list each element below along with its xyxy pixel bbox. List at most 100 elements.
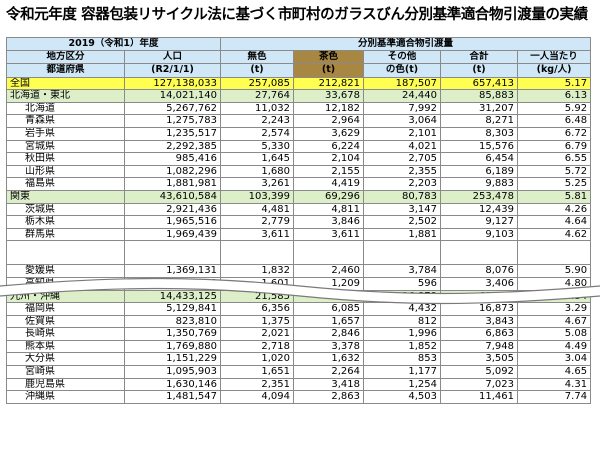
other-header-sub: の色(t) xyxy=(363,63,441,78)
clear-cell: 2,351 xyxy=(220,377,294,392)
brown-cell: 4,811 xyxy=(293,202,364,217)
clear-cell: 4,481 xyxy=(220,202,294,217)
other-cell: 187,507 xyxy=(363,76,441,91)
total-cell: 9,103 xyxy=(440,227,518,242)
table-row: 群馬県 1,969,439 3,611 3,611 1,881 9,103 4.62 xyxy=(6,227,592,242)
per-capita-cell: 3.04 xyxy=(516,352,592,367)
brown-cell: 6,224 xyxy=(293,139,364,154)
per-capita-cell: 5.17 xyxy=(516,76,592,91)
population-cell: 1,965,516 xyxy=(124,215,221,229)
total-cell: 6,189 xyxy=(440,164,518,179)
table-row: 大分県 1,151,229 1,020 1,632 853 3,505 3.04 xyxy=(6,352,592,367)
per-capita-cell: 5.08 xyxy=(516,327,592,341)
total-cell: 9,883 xyxy=(440,177,518,191)
name-cell: 宮崎県 xyxy=(6,365,125,379)
brown-cell: 2,846 xyxy=(293,327,364,341)
total-cell: 6,863 xyxy=(440,327,518,341)
population-cell: 14,433,125 xyxy=(124,289,221,304)
population-cell: 2,921,436 xyxy=(124,202,221,217)
clear-cell: 2,021 xyxy=(220,327,294,341)
population-header: 人口 xyxy=(124,49,221,65)
other-cell: 2,203 xyxy=(363,177,441,191)
population-cell: 985,416 xyxy=(124,152,221,166)
other-cell: 2,355 xyxy=(363,164,441,179)
name-cell: 全国 xyxy=(6,76,125,91)
name-cell: 関東 xyxy=(6,189,125,204)
other-cell: 1,852 xyxy=(363,339,441,354)
per-capita-cell: 5.81 xyxy=(516,189,592,204)
clear-cell: 2,779 xyxy=(220,215,294,229)
table-row: 宮崎県 1,095,903 1,651 2,264 1,177 5,092 4.65 xyxy=(6,365,592,379)
population-cell: 1,151,229 xyxy=(124,352,221,367)
clear-cell: 2,718 xyxy=(220,339,294,354)
name-cell: 沖縄県 xyxy=(6,390,125,404)
table-row: 山形県 1,082,296 1,680 2,155 2,355 6,189 5.72 xyxy=(6,164,592,179)
name-cell: 青森県 xyxy=(6,114,125,128)
clear-header: 無色 xyxy=(220,49,294,65)
table-row: 福島県 1,881,981 3,261 4,419 2,203 9,883 5.25 xyxy=(6,177,592,191)
per-capita-cell: 5.72 xyxy=(516,164,592,179)
other-cell: 1,177 xyxy=(363,365,441,379)
per-capita-cell: 4.26 xyxy=(516,202,592,217)
total-cell: 31,207 xyxy=(440,101,518,116)
shipment-table: 2019（令和1）年度 分別基準適合物引渡量 地方区分 人口 無色 茶色 その他… xyxy=(6,37,592,404)
table-break-wave xyxy=(0,277,600,305)
total-cell: 6,454 xyxy=(440,152,518,166)
page-title: 令和元年度 容器包装リサイクル法に基づく市町村のガラスびん分別基準適合物引渡量の… xyxy=(6,7,588,23)
table-row: 茨城県 2,921,436 4,481 4,811 3,147 12,439 4.26 xyxy=(6,202,592,217)
brown-cell: 1,632 xyxy=(293,352,364,367)
other-cell: 1,254 xyxy=(363,377,441,392)
clear-cell: 27,764 xyxy=(220,89,294,103)
table-row: 岩手県 1,235,517 2,574 3,629 2,101 8,303 6.72 xyxy=(6,126,592,141)
year-header: 2019（令和1）年度 xyxy=(6,37,221,51)
total-cell: 7,948 xyxy=(440,339,518,354)
brown-cell: 3,846 xyxy=(293,215,364,229)
name-cell: 北海道 xyxy=(6,101,125,116)
brown-cell: 1,657 xyxy=(293,314,364,329)
population-cell: 1,275,783 xyxy=(124,114,221,128)
per-capita-cell: 6.55 xyxy=(516,152,592,166)
clear-cell: 2,574 xyxy=(220,126,294,141)
brown-cell: 2,264 xyxy=(293,365,364,379)
population-cell: 2,292,385 xyxy=(124,139,221,154)
clear-cell: 5,330 xyxy=(220,139,294,154)
population-cell: 5,267,762 xyxy=(124,101,221,116)
total-cell: 253,478 xyxy=(440,189,518,204)
other-header: その他 xyxy=(363,49,441,65)
population-cell: 1,881,981 xyxy=(124,177,221,191)
population-cell: 1,969,439 xyxy=(124,227,221,242)
population-cell: 1,630,146 xyxy=(124,377,221,392)
clear-cell: 1,645 xyxy=(220,152,294,166)
per-capita-cell: 7.74 xyxy=(516,390,592,404)
table-row: 栃木県 1,965,516 2,779 3,846 2,502 9,127 4.64 xyxy=(6,215,592,229)
total-cell: 657,413 xyxy=(440,76,518,91)
other-cell: 80,783 xyxy=(363,189,441,204)
name-cell: 佐賀県 xyxy=(6,314,125,329)
table-row: 佐賀県 823,810 1,375 1,657 812 3,843 4.67 xyxy=(6,314,592,329)
total-cell: 3,505 xyxy=(440,352,518,367)
per-capita-cell: 6.48 xyxy=(516,114,592,128)
brown-cell: 3,611 xyxy=(293,227,364,242)
per-capita-cell: 4.62 xyxy=(516,227,592,242)
per-capita-cell: 4.49 xyxy=(516,339,592,354)
clear-cell: 3,261 xyxy=(220,177,294,191)
brown-cell: 2,863 xyxy=(293,390,364,404)
other-cell: 853 xyxy=(363,352,441,367)
per-capita-cell: 6.13 xyxy=(516,89,592,103)
clear-cell: 1,375 xyxy=(220,314,294,329)
table-row: 青森県 1,275,783 2,243 2,964 3,064 8,271 6.48 xyxy=(6,114,592,128)
clear-cell: 4,094 xyxy=(220,390,294,404)
group-header: 分別基準適合物引渡量 xyxy=(219,37,592,51)
brown-cell: 2,155 xyxy=(293,164,364,179)
population-cell: 1,095,903 xyxy=(124,365,221,379)
per-capita-cell: 5.92 xyxy=(516,101,592,116)
name-cell: 大分県 xyxy=(6,352,125,367)
name-cell: 熊本県 xyxy=(6,339,125,354)
name-cell: 鹿児島県 xyxy=(6,377,125,392)
total-cell: 85,883 xyxy=(440,89,518,103)
brown-cell: 212,821 xyxy=(293,76,364,91)
per-capita-cell: 5.25 xyxy=(516,177,592,191)
population-cell: 14,021,140 xyxy=(124,89,221,103)
clear-cell: 1,680 xyxy=(220,164,294,179)
name-cell: 山形県 xyxy=(6,164,125,179)
